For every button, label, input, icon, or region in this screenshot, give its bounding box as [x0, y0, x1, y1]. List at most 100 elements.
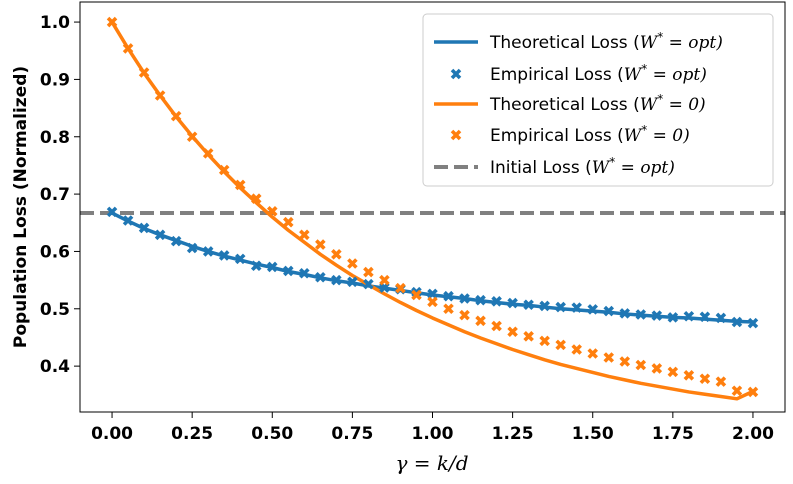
empirical-zero-point	[331, 249, 342, 260]
empirical-opt-point	[571, 302, 582, 313]
x-tick-label: 0.50	[251, 424, 293, 444]
empirical-opt-point	[539, 300, 550, 312]
empirical-opt-point	[603, 305, 615, 317]
legend-marker-handle	[450, 68, 462, 80]
empirical-opt-point	[122, 215, 134, 226]
empirical-opt-point	[234, 253, 246, 265]
theoretical-zero-line	[110, 21, 754, 401]
empirical-opt-point	[491, 296, 502, 307]
empirical-zero-point	[747, 386, 759, 398]
x-tick-label: 1.25	[492, 424, 534, 444]
x-tick-label: 0.00	[91, 424, 133, 444]
empirical-opt-point	[459, 293, 470, 304]
empirical-opt-point	[347, 276, 358, 288]
empirical-zero-point	[250, 193, 262, 204]
legend: Theoretical Loss (W* = opt) Empirical Los…	[422, 13, 774, 187]
x-tick-label: 1.00	[412, 424, 454, 444]
empirical-opt-point	[154, 229, 166, 241]
empirical-zero-point	[715, 376, 727, 387]
empirical-opt-point	[715, 312, 727, 324]
empirical-opt-point	[667, 312, 679, 323]
x-tick-label: 0.25	[171, 424, 213, 444]
y-tick-label: 0.7	[40, 185, 70, 205]
empirical-zero-point	[315, 239, 326, 250]
empirical-opt-point	[507, 297, 518, 309]
empirical-zero-point	[587, 348, 598, 359]
legend-label: Theoretical Loss (W* = opt)	[489, 30, 723, 53]
empirical-opt-point	[475, 294, 486, 306]
y-tick-label: 0.4	[40, 357, 70, 377]
empirical-zero-point	[218, 164, 230, 176]
empirical-zero-point	[267, 206, 278, 217]
empirical-zero-point	[122, 43, 134, 54]
empirical-zero-point	[363, 266, 374, 278]
x-tick-label: 0.75	[331, 424, 373, 444]
empirical-zero-point	[443, 303, 454, 315]
empirical-zero-point	[106, 16, 118, 28]
empirical-zero-point	[379, 274, 390, 286]
y-axis-label: Population Loss (Normalized)	[11, 66, 31, 348]
empirical-zero-point	[234, 179, 246, 191]
empirical-zero-point	[299, 229, 310, 241]
empirical-opt-point	[443, 290, 454, 302]
empirical-opt-point	[587, 304, 598, 315]
x-tick-label: 2.00	[732, 424, 774, 444]
empirical-zero-point	[635, 359, 647, 371]
empirical-opt-point	[250, 260, 262, 272]
x-tick-label: 1.50	[572, 424, 614, 444]
empirical-opt-point	[283, 265, 294, 277]
empirical-opt-point	[731, 316, 743, 328]
empirical-zero-point	[347, 258, 358, 269]
legend-marker-handle	[450, 129, 462, 141]
empirical-opt-point	[427, 288, 438, 300]
empirical-zero-point	[170, 110, 182, 122]
empirical-zero-point	[283, 216, 294, 228]
empirical-zero-point	[475, 315, 486, 327]
y-tick-label: 1.0	[40, 13, 70, 33]
empirical-opt-point	[523, 299, 534, 311]
empirical-opt-point	[218, 250, 230, 261]
empirical-zero-point	[555, 339, 566, 351]
y-tick-label: 0.9	[40, 70, 70, 90]
empirical-zero-point	[202, 148, 214, 159]
legend-label: Theoretical Loss (W* = 0)	[489, 92, 706, 115]
empirical-opt-point	[635, 309, 647, 320]
empirical-opt-point	[106, 206, 118, 218]
empirical-opt-point	[138, 222, 150, 234]
empirical-opt-point	[331, 274, 342, 286]
empirical-opt-point	[651, 310, 663, 321]
empirical-opt-point	[267, 261, 278, 273]
x-tick-label: 1.75	[652, 424, 694, 444]
empirical-opt-point	[555, 301, 566, 313]
empirical-zero-point	[699, 373, 711, 385]
empirical-zero-point	[651, 363, 663, 374]
empirical-zero-point	[683, 370, 695, 381]
empirical-zero-point	[523, 331, 534, 342]
empirical-opt-point	[299, 267, 310, 279]
empirical-zero-point	[138, 67, 150, 78]
y-tick-label: 0.5	[40, 300, 70, 320]
empirical-opt-point	[315, 271, 326, 283]
empirical-opt-point	[363, 278, 374, 290]
empirical-zero-point	[539, 335, 550, 347]
empirical-opt-point	[699, 311, 711, 323]
empirical-zero-point	[427, 296, 438, 308]
empirical-zero-point	[667, 366, 679, 378]
empirical-opt-point	[683, 310, 695, 322]
legend-box	[422, 13, 774, 187]
empirical-zero-point	[186, 131, 198, 143]
empirical-zero-point	[731, 385, 743, 397]
empirical-zero-point	[395, 282, 406, 294]
empirical-zero-point	[411, 289, 422, 301]
legend-label: Empirical Loss (W* = opt)	[490, 62, 707, 85]
legend-label: Initial Loss (W* = opt)	[490, 155, 675, 178]
empirical-zero-point	[459, 309, 470, 321]
y-tick-label: 0.6	[40, 242, 70, 262]
empirical-opt-point	[747, 317, 759, 329]
legend-label: Empirical Loss (W* = 0)	[490, 123, 690, 146]
empirical-zero-point	[507, 326, 518, 337]
empirical-zero-point	[571, 344, 582, 355]
empirical-zero-point	[491, 320, 502, 332]
empirical-zero-point	[619, 356, 631, 367]
